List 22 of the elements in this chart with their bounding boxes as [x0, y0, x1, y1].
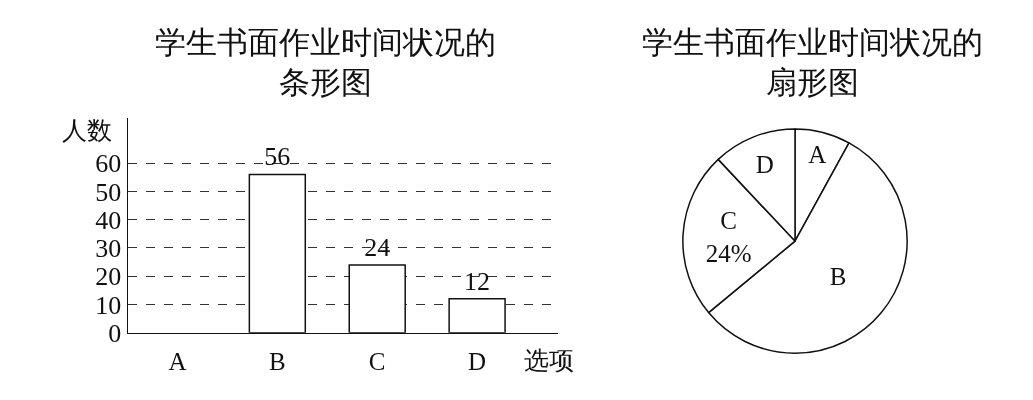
y-axis-title: 人数	[62, 116, 112, 145]
y-tick-label: 40	[95, 205, 122, 235]
slice-label: A	[808, 140, 827, 168]
slice-label: D	[755, 151, 774, 179]
y-tick-label: 0	[108, 318, 122, 348]
x-tick-label: B	[268, 348, 286, 376]
y-tick-label: 50	[95, 177, 122, 207]
x-tick-label: D	[468, 348, 487, 376]
chart-title: 学生书面作业时间状况的条形图	[155, 24, 496, 101]
x-axis-title: 选项	[524, 346, 574, 375]
slice-label: C	[720, 207, 737, 235]
y-tick-label: 20	[95, 262, 122, 292]
chart-title: 学生书面作业时间状况的扇形图	[642, 24, 983, 101]
data-label: 56	[264, 142, 291, 172]
data-label: 24%	[705, 239, 752, 267]
data-label: 12	[464, 266, 491, 296]
x-tick-label: C	[368, 348, 386, 376]
y-tick-label: 30	[95, 234, 122, 264]
x-tick-label: A	[168, 348, 187, 376]
y-tick-label: 10	[95, 290, 122, 320]
y-tick-label: 60	[95, 149, 122, 179]
slice-label: B	[829, 263, 847, 291]
